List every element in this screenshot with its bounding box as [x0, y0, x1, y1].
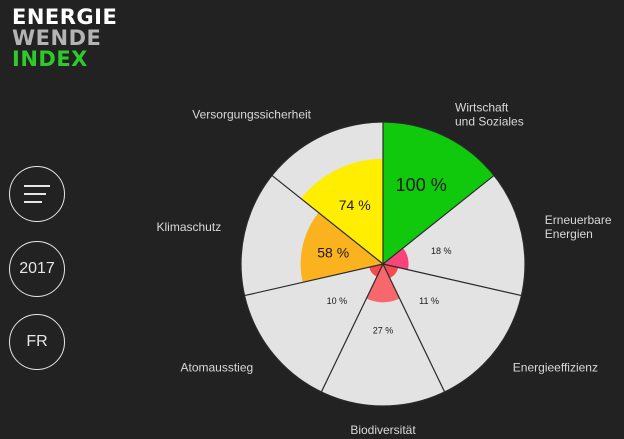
year-label: 2017: [19, 260, 55, 277]
data-sector: [369, 264, 383, 277]
sector-divider: [271, 174, 384, 265]
data-sector: [366, 264, 400, 303]
logo[interactable]: ENERGIE WENDE INDEX: [12, 7, 117, 70]
category-label: Versorgungssicherheit: [192, 107, 311, 121]
year-button[interactable]: 2017: [9, 241, 65, 297]
menu-button[interactable]: [9, 166, 65, 222]
value-label: 11 %: [419, 296, 439, 306]
logo-line-index: INDEX: [12, 47, 88, 71]
value-label: 74 %: [339, 197, 371, 213]
value-label: 10 %: [327, 296, 348, 306]
sector-background: [244, 264, 383, 392]
value-label: 27 %: [373, 325, 394, 335]
hamburger-icon: [24, 185, 50, 203]
category-label: Energieeffizienz: [513, 361, 598, 375]
category-label: Atomausstieg: [180, 361, 253, 375]
sector-divider: [382, 263, 522, 297]
category-label: Klimaschutz: [157, 220, 222, 234]
logo-line-wende: WENDE: [12, 26, 102, 50]
logo-line-energie: ENERGIE: [12, 5, 118, 29]
value-label: 58 %: [317, 245, 349, 261]
sector-divider: [382, 263, 446, 393]
language-button[interactable]: FR: [9, 314, 65, 370]
sector-divider: [244, 263, 384, 297]
sector-divider: [320, 263, 384, 393]
value-label: 100 %: [396, 175, 447, 195]
data-sector: [383, 248, 409, 270]
outer-ring: [240, 121, 526, 407]
category-label: Wirtschaft und Soziales: [455, 100, 524, 128]
category-label: Erneuerbare Energien: [545, 213, 612, 241]
category-label: Biodiversität: [350, 423, 416, 437]
data-sector: [300, 212, 383, 283]
sector-divider: [382, 174, 495, 265]
data-sector: [383, 122, 495, 264]
data-sector: [300, 158, 383, 264]
sector-background: [383, 175, 526, 296]
sector-background: [383, 264, 522, 392]
sector-background: [321, 264, 445, 407]
value-label: 18 %: [431, 246, 452, 256]
data-sector: [383, 264, 399, 279]
language-label: FR: [26, 333, 48, 350]
